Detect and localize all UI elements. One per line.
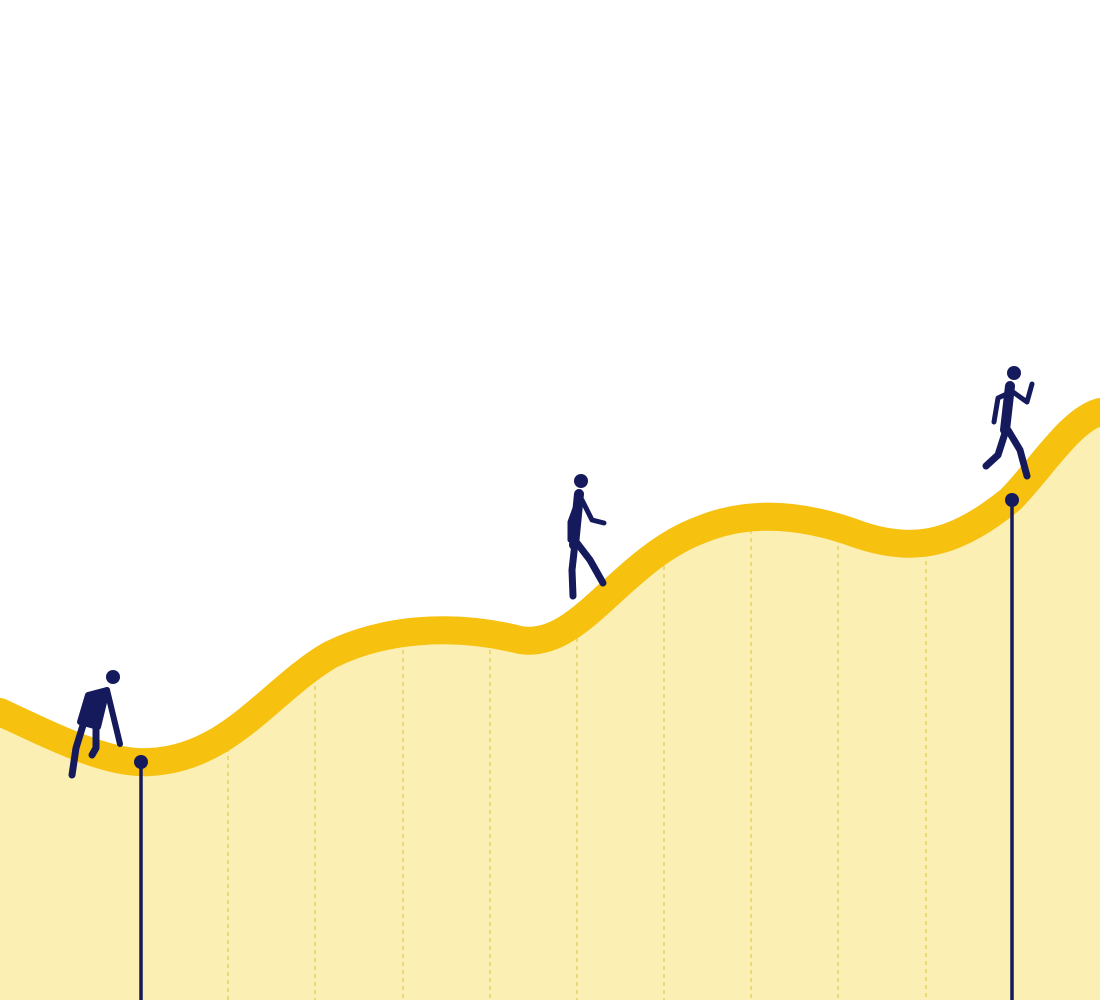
dashed-guides — [227, 522, 927, 1000]
running-person-icon — [982, 366, 1035, 480]
start-pole — [134, 755, 148, 1000]
end-pole — [1005, 493, 1019, 1000]
walking-person-icon — [567, 474, 607, 600]
growth-curve — [0, 398, 1100, 777]
crouching-person-icon — [68, 670, 123, 779]
area-under-curve — [0, 412, 1100, 1000]
